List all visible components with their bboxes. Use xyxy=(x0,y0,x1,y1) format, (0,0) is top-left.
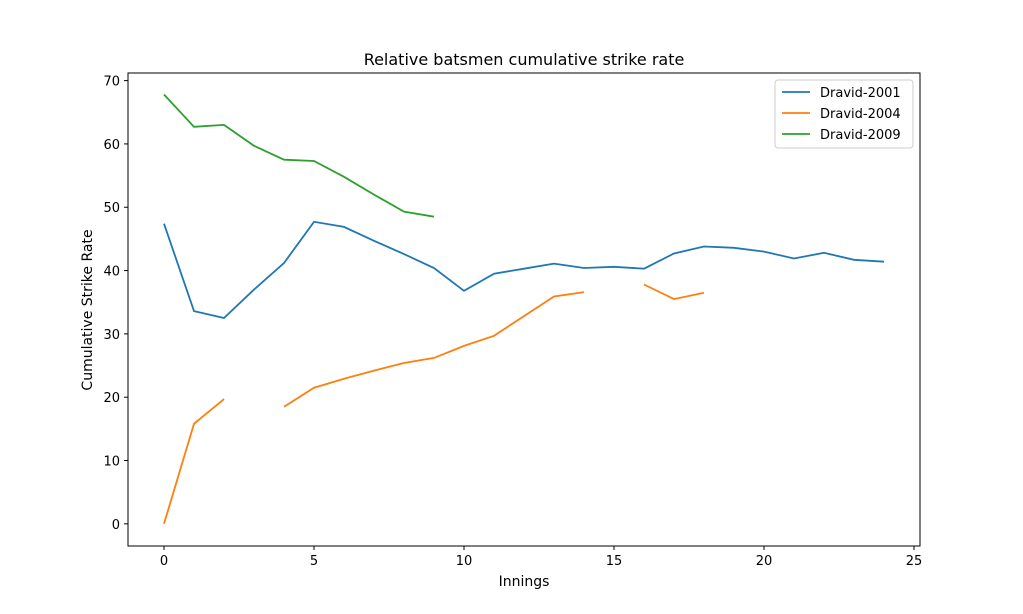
legend: Dravid-2001 Dravid-2004 Dravid-2009 xyxy=(774,79,914,149)
legend-entry: Dravid-2004 xyxy=(820,107,901,122)
y-axis: 0 10 20 30 40 50 60 70 xyxy=(103,75,128,533)
series-dravid-2009 xyxy=(163,93,435,218)
y-tick-label: 50 xyxy=(103,201,120,216)
series-dravid-2001 xyxy=(163,220,885,319)
axes-frame xyxy=(127,72,921,547)
chart-title: Relative batsmen cumulative strike rate xyxy=(364,50,685,69)
x-axis: 0 5 10 15 20 25 xyxy=(160,546,922,569)
x-tick-label: 15 xyxy=(606,554,623,569)
series-line-segment xyxy=(163,398,225,525)
y-tick-label: 70 xyxy=(103,75,120,90)
y-tick-label: 60 xyxy=(103,138,120,153)
y-tick-label: 40 xyxy=(103,265,120,280)
y-tick-label: 20 xyxy=(103,391,120,406)
series-line-segment xyxy=(163,220,885,319)
y-tick-label: 30 xyxy=(103,328,120,343)
x-axis-label: Innings xyxy=(499,574,550,590)
x-tick-label: 0 xyxy=(160,554,168,569)
series-line-segment xyxy=(163,93,435,218)
legend-box xyxy=(774,79,914,149)
legend-entry: Dravid-2001 xyxy=(820,86,901,101)
series-line-segment xyxy=(643,283,705,301)
series-line-segment xyxy=(283,291,585,408)
x-tick-label: 5 xyxy=(310,554,318,569)
series-dravid-2004 xyxy=(163,283,705,525)
y-tick-label: 10 xyxy=(103,455,120,470)
y-axis-label: Cumulative Strike Rate xyxy=(80,229,96,390)
legend-entry: Dravid-2009 xyxy=(820,128,901,143)
x-tick-label: 25 xyxy=(906,554,923,569)
plot-area xyxy=(163,93,885,525)
x-tick-label: 20 xyxy=(756,554,773,569)
x-tick-label: 10 xyxy=(456,554,473,569)
y-tick-label: 0 xyxy=(112,518,120,533)
